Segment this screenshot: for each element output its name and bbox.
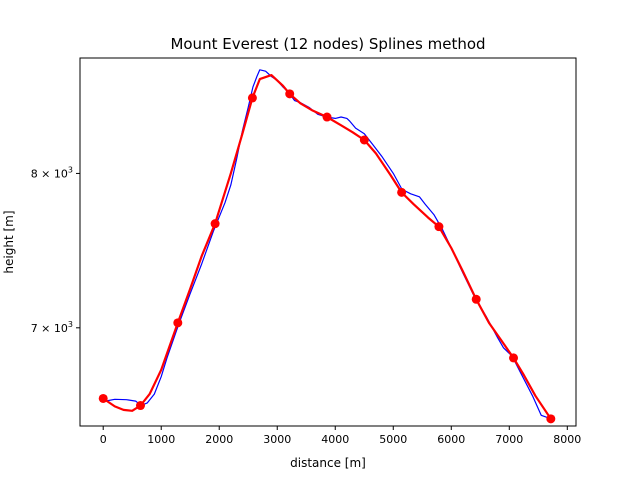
x-tick-label: 0 [100,433,107,446]
spline-node-marker [210,219,220,229]
spline-node-marker [509,353,519,363]
spline-node-marker [397,187,407,197]
plot-area [98,69,556,424]
y-axis-label: height [m] [2,210,16,273]
x-tick-label: 7000 [495,433,523,446]
spline-node-marker [359,135,369,145]
spline-node-marker [98,393,108,403]
spline-node-marker [471,294,481,304]
x-tick-label: 8000 [553,433,581,446]
spline-line [102,73,552,420]
y-tick-label: 8 × 103 [31,165,73,180]
x-axis-label: distance [m] [290,456,366,470]
x-axis-ticks: 0 1000 2000 3000 4000 5000 6000 7000 8000 [100,426,581,446]
y-tick-label-exponent: 3 [68,320,73,329]
chart-title: Mount Everest (12 nodes) Splines method [170,35,485,53]
x-tick-label: 3000 [263,433,291,446]
y-tick-label-base: 8 × 10 [31,167,68,180]
y-tick-label: 7 × 103 [31,320,73,335]
axes-frame [79,57,577,427]
x-tick-label: 4000 [321,433,349,446]
spline-node-marker [136,401,146,411]
spline-node-marker [434,222,444,232]
x-tick-label: 5000 [379,433,407,446]
x-tick-label: 2000 [205,433,233,446]
spline-node-marker [173,318,183,328]
spline-node-marker [546,414,556,424]
spline-node-marker [322,112,332,122]
x-tick-label: 1000 [147,433,175,446]
x-tick-label: 6000 [437,433,465,446]
y-tick-label-base: 7 × 10 [31,322,68,335]
spline-node-marker [285,89,295,99]
spline-node-marker [247,93,257,103]
y-tick-label-exponent: 3 [68,165,73,174]
